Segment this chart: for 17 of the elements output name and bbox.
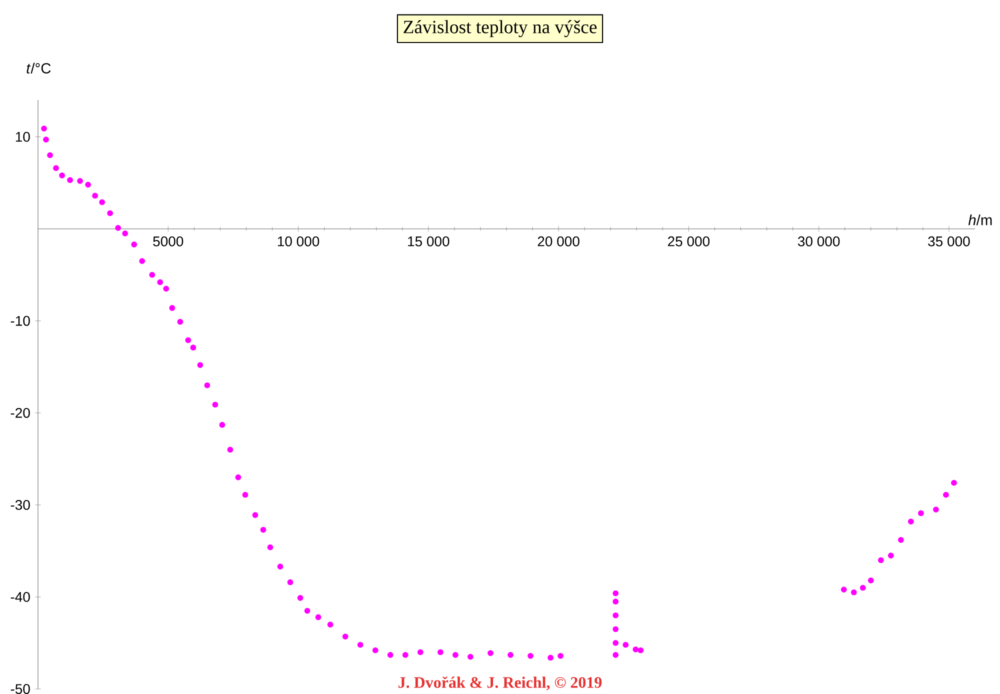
y-axis-title: t/°C	[26, 62, 51, 74]
annotation: J. Dvořák & J. Reichl, © 2019	[398, 676, 602, 690]
x-tick-label: 5000	[153, 236, 184, 246]
x-tick-label: 15 000	[408, 236, 450, 246]
x-axis-title: h/m	[968, 214, 992, 226]
x-tick-label: 10 000	[278, 236, 320, 246]
y-tick-label: -50	[10, 684, 30, 694]
y-tick-label: -20	[10, 408, 30, 418]
x-tick-label: 35 000	[928, 236, 970, 246]
x-tick-label: 25 000	[668, 236, 710, 246]
y-tick-label: -40	[10, 592, 30, 602]
chart-title: Závislost teploty na výšce	[404, 20, 597, 38]
x-tick-label: 20 000	[538, 236, 580, 246]
y-tick-label: -10	[10, 316, 30, 326]
y-tick-label: -30	[10, 500, 30, 510]
y-tick-label: 10	[16, 132, 30, 142]
x-tick-label: 30 000	[798, 236, 840, 246]
